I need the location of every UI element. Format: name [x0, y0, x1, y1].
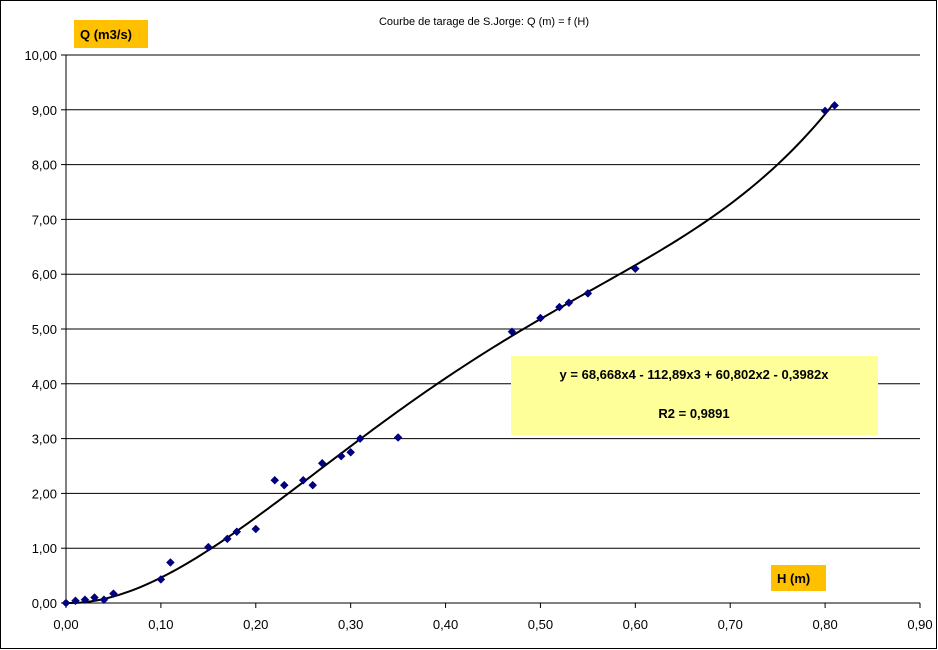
- data-point: [630, 264, 640, 274]
- data-point: [109, 589, 118, 599]
- x-tick-label: 0,80: [812, 617, 837, 632]
- data-point: [393, 433, 403, 442]
- x-tick-label: 0,00: [53, 617, 78, 632]
- y-tick-label: 5,00: [32, 322, 57, 337]
- x-tick-label: 0,50: [528, 617, 553, 632]
- data-point: [507, 327, 517, 337]
- data-point: [298, 475, 308, 485]
- data-point: [166, 558, 175, 567]
- equation-text: y = 68,668x4 - 112,89x3 + 60,802x2 - 0,3…: [560, 367, 830, 382]
- data-point: [346, 447, 356, 457]
- data-point: [90, 593, 99, 602]
- y-axis-label-text: Q (m3/s): [80, 27, 132, 42]
- x-tick-label: 0,90: [907, 617, 932, 632]
- data-point: [156, 575, 166, 584]
- data-point: [71, 596, 80, 606]
- x-axis-label-text: H (m): [777, 571, 810, 586]
- data-points: [61, 101, 839, 608]
- y-tick-label: 3,00: [32, 432, 57, 447]
- x-tick-label: 0,60: [623, 617, 648, 632]
- data-point: [203, 542, 213, 552]
- data-point: [564, 298, 574, 308]
- data-point: [820, 106, 830, 116]
- r2-text: R2 = 0,9891: [658, 406, 729, 421]
- x-axis-label-box: [771, 565, 826, 591]
- x-tick-label: 0,40: [433, 617, 458, 632]
- data-point: [355, 434, 365, 443]
- data-point: [308, 480, 318, 490]
- data-point: [251, 524, 261, 534]
- data-point: [61, 598, 71, 608]
- data-point: [830, 101, 839, 110]
- y-tick-label: 7,00: [32, 212, 57, 227]
- x-tick-label: 0,20: [243, 617, 268, 632]
- y-tick-label: 10,00: [24, 48, 57, 63]
- y-tick-labels: 0,00 1,00 2,00 3,00 4,00 5,00 6,00 7,00 8,00 9,00…: [24, 48, 66, 611]
- y-tick-label: 1,00: [32, 541, 57, 556]
- chart-title: Courbe de tarage de S.Jorge: Q (m) = f (…: [379, 16, 589, 28]
- x-tick-label: 0,30: [338, 617, 363, 632]
- data-point: [279, 480, 289, 490]
- y-axis-label-box: [74, 20, 148, 48]
- trendline-equation-box: y = 68,668x4 - 112,89x3 + 60,802x2 - 0,3…: [511, 356, 878, 435]
- equation-background: [511, 356, 878, 435]
- data-point: [336, 451, 346, 461]
- data-point: [536, 313, 545, 323]
- y-tick-label: 4,00: [32, 377, 57, 392]
- data-point: [222, 534, 232, 544]
- data-point: [270, 475, 280, 485]
- data-point: [99, 595, 109, 605]
- x-axis-label: H (m): [771, 565, 826, 591]
- data-point: [232, 527, 242, 537]
- trendline: [65, 101, 836, 605]
- gridlines: [66, 54, 920, 549]
- y-tick-label: 0,00: [32, 596, 57, 611]
- data-point: [317, 458, 327, 468]
- data-point: [80, 595, 90, 605]
- y-axis-label: Q (m3/s): [74, 20, 148, 48]
- x-tick-label: 0,70: [718, 617, 743, 632]
- data-point: [583, 289, 593, 298]
- y-tick-label: 6,00: [32, 267, 57, 282]
- y-tick-label: 9,00: [32, 103, 57, 118]
- y-tick-label: 2,00: [32, 486, 57, 501]
- x-tick-label: 0,10: [148, 617, 173, 632]
- y-tick-label: 8,00: [32, 158, 57, 173]
- x-tick-labels: 0,00 0,10 0,20 0,30 0,40 0,50 0,60 0,70 0,80 0,90: [53, 603, 933, 632]
- data-point: [555, 302, 564, 312]
